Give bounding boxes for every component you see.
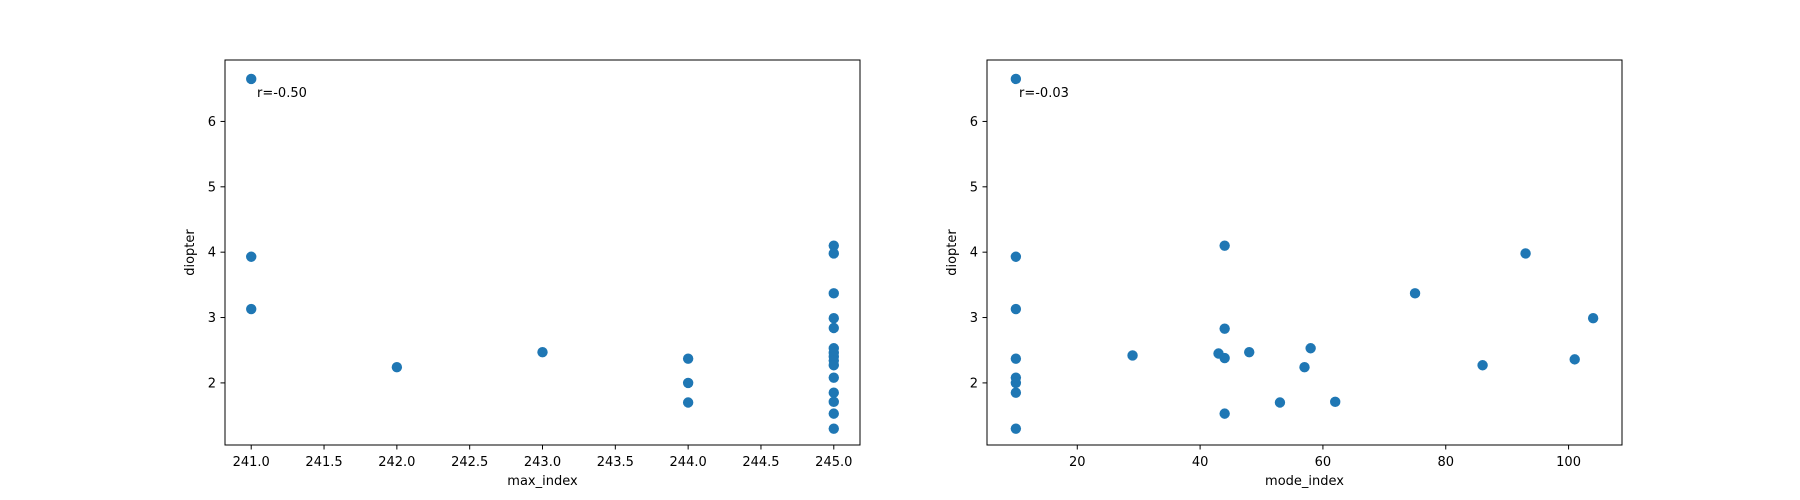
y-tick-label: 6 bbox=[208, 115, 216, 130]
x-tick-label: 243.5 bbox=[597, 455, 634, 470]
x-tick-label: 241.0 bbox=[233, 455, 270, 470]
data-point bbox=[828, 408, 839, 419]
x-axis-label: mode_index bbox=[1265, 474, 1344, 489]
data-point bbox=[828, 240, 839, 251]
data-point bbox=[1244, 346, 1255, 358]
y-tick-label: 3 bbox=[970, 311, 978, 326]
data-point bbox=[682, 353, 694, 364]
correlation-annotation: r=-0.50 bbox=[257, 86, 307, 101]
scatter-panel-max-index: 241.0 241.5 242.0 242.5 243.0 243.5 244.0 244.5… bbox=[183, 59, 861, 489]
data-point bbox=[828, 248, 839, 259]
y-tick-label: 5 bbox=[208, 180, 216, 195]
data-point bbox=[1010, 377, 1022, 389]
data-point bbox=[828, 288, 839, 299]
data-point bbox=[1330, 396, 1341, 408]
x-tick-label: 100 bbox=[1556, 455, 1581, 470]
x-tick-label: 241.5 bbox=[305, 455, 342, 470]
y-tick-label: 6 bbox=[970, 115, 978, 130]
y-tick-label: 4 bbox=[208, 246, 216, 261]
y-tick-label: 2 bbox=[970, 376, 978, 391]
data-point bbox=[828, 360, 839, 371]
y-axis-label: diopter bbox=[183, 229, 198, 276]
data-point bbox=[246, 73, 257, 85]
correlation-annotation: r=-0.03 bbox=[1019, 86, 1069, 101]
data-point bbox=[828, 372, 839, 383]
y-tick-label: 5 bbox=[970, 180, 978, 195]
x-axis-label: max_index bbox=[507, 474, 578, 489]
x-tick-label: 244.0 bbox=[670, 455, 707, 470]
data-point bbox=[1274, 397, 1286, 408]
data-point bbox=[1010, 353, 1022, 364]
data-point bbox=[1219, 323, 1230, 334]
data-point bbox=[246, 251, 257, 262]
data-point bbox=[1010, 303, 1022, 315]
data-point bbox=[828, 312, 839, 324]
x-tick-label: 244.5 bbox=[742, 455, 779, 470]
x-tick-label: 242.0 bbox=[378, 455, 415, 470]
data-point bbox=[828, 423, 839, 434]
x-tick-label: 245.0 bbox=[815, 455, 852, 470]
data-point bbox=[828, 396, 839, 408]
data-point bbox=[246, 303, 257, 315]
x-tick-label: 243.0 bbox=[524, 455, 561, 470]
x-tick-label: 242.5 bbox=[451, 455, 488, 470]
y-tick-label: 3 bbox=[208, 311, 216, 326]
data-point bbox=[1477, 360, 1488, 371]
data-point bbox=[828, 322, 839, 334]
data-point bbox=[1010, 73, 1022, 85]
data-point bbox=[1010, 251, 1022, 262]
data-point bbox=[537, 346, 548, 358]
x-tick-label: 60 bbox=[1315, 455, 1332, 470]
y-tick-label: 2 bbox=[208, 376, 216, 391]
data-point bbox=[1010, 387, 1022, 398]
data-point bbox=[1520, 248, 1531, 259]
x-tick-label: 80 bbox=[1437, 455, 1454, 470]
data-point bbox=[1299, 362, 1310, 373]
data-point bbox=[1569, 354, 1580, 365]
y-tick-label: 4 bbox=[970, 246, 978, 261]
data-point bbox=[682, 397, 694, 408]
data-point bbox=[1219, 352, 1230, 364]
data-point bbox=[682, 377, 694, 389]
data-point bbox=[1409, 288, 1421, 299]
x-tick-label: 40 bbox=[1192, 455, 1209, 470]
data-point bbox=[1010, 423, 1022, 434]
data-point bbox=[1219, 408, 1230, 419]
data-point bbox=[1219, 240, 1230, 251]
data-point bbox=[1587, 312, 1599, 324]
y-axis-label: diopter bbox=[945, 229, 960, 276]
data-point bbox=[1127, 350, 1138, 361]
data-point bbox=[391, 362, 403, 373]
x-tick-label: 20 bbox=[1069, 455, 1086, 470]
data-point bbox=[1305, 343, 1316, 354]
scatter-panel-mode-index: 20 40 60 80 100 2 3 4 5 6 mode_index diopter r=-0.03 bbox=[945, 59, 1623, 489]
data-point bbox=[828, 387, 839, 398]
